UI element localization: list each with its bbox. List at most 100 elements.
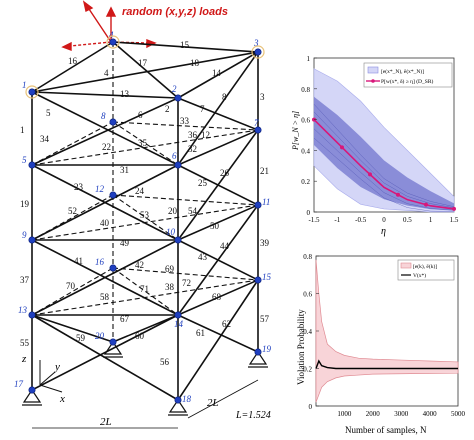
legend-band-label: [e(x*_N), ē(x*_N)] <box>381 68 424 75</box>
x-tick-label: 0 <box>382 216 386 224</box>
y-tick-label: 0.8 <box>301 86 310 94</box>
member-label: 7 <box>200 104 205 114</box>
member-label: 49 <box>120 238 130 248</box>
y-tick-label: 0 <box>309 403 313 411</box>
node-highlight <box>25 85 39 99</box>
node-label: 4 <box>109 30 114 40</box>
member-label: 72 <box>182 278 191 288</box>
member-label: 15 <box>180 40 190 50</box>
solid-members <box>31 41 259 401</box>
y-ticks: 0 0.2 0.4 0.6 0.8 1 <box>301 55 317 217</box>
truss-node <box>109 338 117 346</box>
truss-node <box>28 161 36 169</box>
node-label: 2 <box>172 84 177 94</box>
member-label: 35 <box>138 138 148 148</box>
node-label: 15 <box>262 272 272 282</box>
truss-node <box>174 236 182 244</box>
truss-node <box>109 191 117 199</box>
member-label: 33 <box>180 116 190 126</box>
axis-z-label: z <box>21 353 27 365</box>
load-label: random (x,y,z) loads <box>122 6 228 18</box>
legend-box <box>363 62 453 88</box>
member-label: 14 <box>212 68 222 78</box>
sample-line <box>313 104 455 207</box>
member-label: 68 <box>212 292 222 302</box>
member-label: 42 <box>135 260 144 270</box>
member-label: 22 <box>102 142 111 152</box>
y-tick-label: 0.8 <box>303 253 312 261</box>
series-marker <box>368 172 372 177</box>
truss-node <box>28 311 36 319</box>
x-tick-label: -0.5 <box>355 216 367 224</box>
member-label: 71 <box>140 284 149 294</box>
member-label: 20 <box>168 206 178 216</box>
node-highlight <box>251 45 265 59</box>
bottom-xlabel: Number of samples, N <box>345 425 427 435</box>
member-label: 26 <box>220 168 230 178</box>
truss-node <box>174 311 182 319</box>
x-tick-label: -1 <box>334 216 340 224</box>
member-label: 4 <box>104 68 109 78</box>
faint-sample-lines <box>313 104 455 212</box>
node-label: 10 <box>166 227 176 237</box>
y-tick-label: 0.2 <box>303 366 312 374</box>
violation-chart: 0 0.2 0.4 0.6 0.8 1000 2000 3000 4000 5000 [e(k)… <box>296 253 466 435</box>
truss-node <box>28 236 36 244</box>
sample-line <box>313 128 455 211</box>
member-label: 50 <box>210 221 220 231</box>
axis-x-label: x <box>59 393 65 405</box>
member-label: 60 <box>135 331 145 341</box>
member-label: 12 <box>201 130 210 140</box>
series-marker <box>396 192 400 197</box>
node-label: 11 <box>262 197 270 207</box>
node-label: 7 <box>254 118 259 128</box>
y-ticks-bottom: 0 0.2 0.4 0.6 0.8 <box>303 253 319 411</box>
member-label: 32 <box>188 144 197 154</box>
top-xlabel: η <box>381 226 386 237</box>
member-label: 19 <box>20 199 30 209</box>
sample-line <box>313 111 455 209</box>
y-tick-label: 0 <box>307 209 311 217</box>
member-label: 55 <box>20 338 30 348</box>
y-tick-label: 0.6 <box>303 291 312 299</box>
x-tick-label: 2000 <box>366 410 381 418</box>
x-tick-label: 4000 <box>423 410 438 418</box>
member-label: 24 <box>135 186 145 196</box>
member-label: 36 <box>188 130 198 140</box>
member-label: 1 <box>20 125 25 135</box>
member-label: 40 <box>100 218 110 228</box>
member-label: 31 <box>120 165 129 175</box>
x-tick-label: -1.5 <box>308 216 320 224</box>
x-tick-label: 1.5 <box>450 216 459 224</box>
truss-node <box>174 161 182 169</box>
band <box>315 259 459 403</box>
legend-line-label: P[w(x*, δ) ≥ η] (D_SR) <box>381 78 433 85</box>
truss-node <box>254 48 262 56</box>
node-label: 6 <box>172 151 177 161</box>
truss-node <box>28 88 36 96</box>
truss-diagram: random (x,y,z) loads <box>14 0 272 429</box>
y-tick-label: 0.6 <box>301 117 310 125</box>
legend-swatch-band-bottom <box>400 262 412 269</box>
node-label: 13 <box>18 305 28 315</box>
member-label: 44 <box>220 241 230 251</box>
node-label: 5 <box>22 155 27 165</box>
series-line-bottom <box>315 359 458 370</box>
x-tick-label: 1000 <box>337 410 352 418</box>
x-tick-label: 5000 <box>451 410 466 418</box>
y-tick-label: 0.4 <box>301 147 310 155</box>
node-label: 9 <box>22 230 27 240</box>
series-line <box>313 119 455 210</box>
dim-line-right <box>187 379 259 419</box>
member-label: 67 <box>120 314 130 324</box>
member-label: 54 <box>188 206 198 216</box>
member-label: 58 <box>100 292 110 302</box>
series-marker <box>340 145 344 150</box>
truss-node <box>254 276 262 284</box>
top-ylabel: P[w_N > η] <box>291 111 300 151</box>
legend-box-bottom <box>397 259 455 281</box>
node-label: 12 <box>95 184 105 194</box>
node-label: 16 <box>95 257 105 267</box>
node-label: 8 <box>101 111 106 121</box>
